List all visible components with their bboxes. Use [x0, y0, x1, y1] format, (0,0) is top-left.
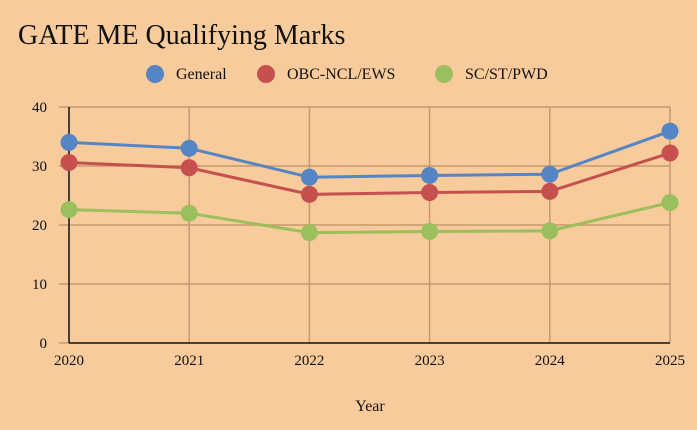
- series-line-obc-ncl-ews: [68, 151, 671, 196]
- series-layer: [60, 122, 679, 242]
- data-point-general: [300, 168, 318, 186]
- legend-marker-obc-ncl-ews: [257, 65, 275, 83]
- x-tick-label: 2023: [415, 353, 445, 369]
- data-point-general: [180, 139, 198, 157]
- legend-label-obc-ncl-ews: OBC-NCL/EWS: [287, 66, 395, 83]
- y-tick-label: 20: [32, 218, 47, 234]
- chart-title: GATE ME Qualifying Marks: [18, 20, 345, 51]
- data-point-sc-st-pwd: [60, 201, 78, 219]
- data-point-obc-ncl-ews: [60, 153, 78, 171]
- data-point-obc-ncl-ews: [180, 159, 198, 177]
- legend-marker-sc-st-pwd: [435, 65, 453, 83]
- series-line-sc-st-pwd: [68, 201, 671, 235]
- x-tick-label: 2020: [54, 353, 84, 369]
- y-tick-label: 40: [32, 100, 47, 116]
- data-point-sc-st-pwd: [300, 224, 318, 242]
- data-point-obc-ncl-ews: [300, 185, 318, 203]
- data-point-obc-ncl-ews: [661, 144, 679, 162]
- series-line-general: [68, 129, 671, 179]
- data-point-general: [60, 133, 78, 151]
- data-point-sc-st-pwd: [421, 222, 439, 240]
- x-tick-label: 2021: [174, 353, 204, 369]
- x-axis-title: Year: [355, 398, 385, 415]
- y-tick-label: 30: [32, 159, 47, 175]
- x-tick-label: 2024: [535, 353, 566, 369]
- y-tick-label: 0: [40, 336, 48, 352]
- x-tick-label: 2025: [655, 353, 685, 369]
- data-point-general: [661, 122, 679, 140]
- data-point-sc-st-pwd: [661, 194, 679, 212]
- legend-label-general: General: [176, 66, 227, 83]
- data-point-general: [541, 165, 559, 183]
- data-point-sc-st-pwd: [541, 222, 559, 240]
- data-point-obc-ncl-ews: [541, 182, 559, 200]
- legend-label-sc-st-pwd: SC/ST/PWD: [465, 66, 548, 83]
- legend: General OBC-NCL/EWS SC/ST/PWD: [146, 65, 548, 83]
- y-tick-label: 10: [32, 277, 47, 293]
- data-point-obc-ncl-ews: [421, 184, 439, 202]
- data-point-general: [421, 166, 439, 184]
- data-point-sc-st-pwd: [180, 204, 198, 222]
- legend-marker-general: [146, 65, 164, 83]
- x-tick-label: 2022: [294, 353, 324, 369]
- axes: 0 10 20 30 40 2020 2021 2022 2023 2024 2025: [32, 100, 685, 369]
